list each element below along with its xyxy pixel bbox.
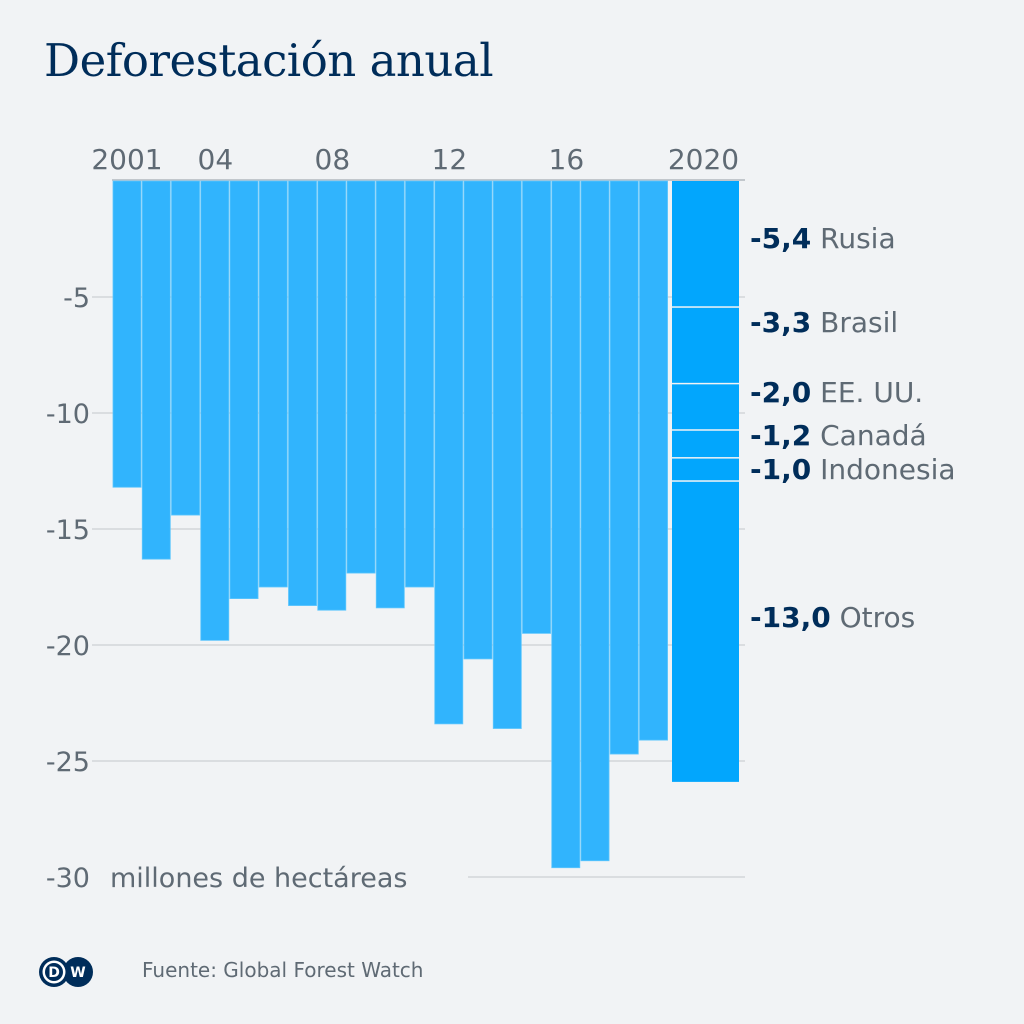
x-tick-label: 2020 xyxy=(668,143,739,176)
segment-name: Otros xyxy=(831,601,916,634)
segment-indonesia xyxy=(672,458,739,481)
y-tick-label: -25 xyxy=(46,747,90,778)
x-tick-label: 16 xyxy=(549,143,585,176)
segment-ee-uu- xyxy=(672,384,739,430)
dw-logo-icon: D W xyxy=(39,957,93,987)
segment-name: Rusia xyxy=(811,222,895,255)
bar-2013 xyxy=(463,180,493,660)
bar-2005 xyxy=(229,180,259,600)
bars xyxy=(112,180,668,869)
segment-otros xyxy=(672,481,739,782)
bar-2004 xyxy=(200,180,230,641)
segment-value: -13,0 xyxy=(750,601,831,634)
y-axis-unit-label: millones de hectáreas xyxy=(110,863,407,894)
x-axis-ticks: 2001 04 08 12 16 2020 xyxy=(91,143,739,176)
source-note: Fuente: Global Forest Watch xyxy=(142,958,424,982)
bar-2003 xyxy=(171,180,200,516)
segment-label: -3,3 Brasil xyxy=(750,306,898,339)
segment-label: -1,2 Canadá xyxy=(750,419,927,452)
y-tick-label: -5 xyxy=(63,283,90,314)
bar-2006 xyxy=(258,180,288,588)
x-tick-label: 2001 xyxy=(91,143,162,176)
x-tick-label: 04 xyxy=(198,143,234,176)
y-tick-label: -10 xyxy=(46,399,90,430)
bar-2001 xyxy=(112,180,142,488)
segment-name: Brasil xyxy=(811,306,898,339)
segment-value: -1,0 xyxy=(750,453,811,486)
y-tick-label: -30 xyxy=(46,863,90,894)
segment-label: -2,0 EE. UU. xyxy=(750,376,923,409)
bar-2017 xyxy=(580,180,610,862)
bar-2015 xyxy=(522,180,551,634)
bar-2016 xyxy=(551,180,581,869)
y-tick-label: -20 xyxy=(46,631,90,662)
y-axis-ticks: -5 -10 -15 -20 -25 -30 millones de hectáreas xyxy=(46,283,408,894)
segment-name: Canadá xyxy=(811,419,926,452)
segment-value: -2,0 xyxy=(750,376,811,409)
bar-2002 xyxy=(141,180,171,560)
bar-2019 xyxy=(639,180,668,741)
segment-label: -5,4 Rusia xyxy=(750,222,896,255)
y-tick-label: -15 xyxy=(46,515,90,546)
segment-rusia xyxy=(672,181,739,307)
x-tick-label: 12 xyxy=(432,143,468,176)
bar-2014 xyxy=(492,180,522,729)
segment-value: -1,2 xyxy=(750,419,811,452)
segment-brasil xyxy=(672,307,739,383)
segment-label: -13,0 Otros xyxy=(750,601,915,634)
bar-2008 xyxy=(317,180,347,611)
x-tick-label: 08 xyxy=(315,143,351,176)
bar-2009 xyxy=(346,180,376,574)
stacked-2020-bar xyxy=(672,181,739,782)
bar-2011 xyxy=(405,180,434,588)
segment-canad- xyxy=(672,430,739,458)
segment-label: -1,0 Indonesia xyxy=(750,453,956,486)
bar-2007 xyxy=(288,180,317,606)
segment-value: -5,4 xyxy=(750,222,811,255)
chart-title: Deforestación anual xyxy=(44,34,494,87)
segment-name: Indonesia xyxy=(811,453,955,486)
segment-labels: -5,4 Rusia-3,3 Brasil-2,0 EE. UU.-1,2 Ca… xyxy=(750,222,956,634)
bar-2010 xyxy=(375,180,405,609)
segment-value: -3,3 xyxy=(750,306,811,339)
svg-text:W: W xyxy=(70,965,85,981)
bar-2018 xyxy=(609,180,639,755)
bar-2012 xyxy=(434,180,464,725)
svg-text:D: D xyxy=(48,965,60,981)
segment-name: EE. UU. xyxy=(811,376,923,409)
